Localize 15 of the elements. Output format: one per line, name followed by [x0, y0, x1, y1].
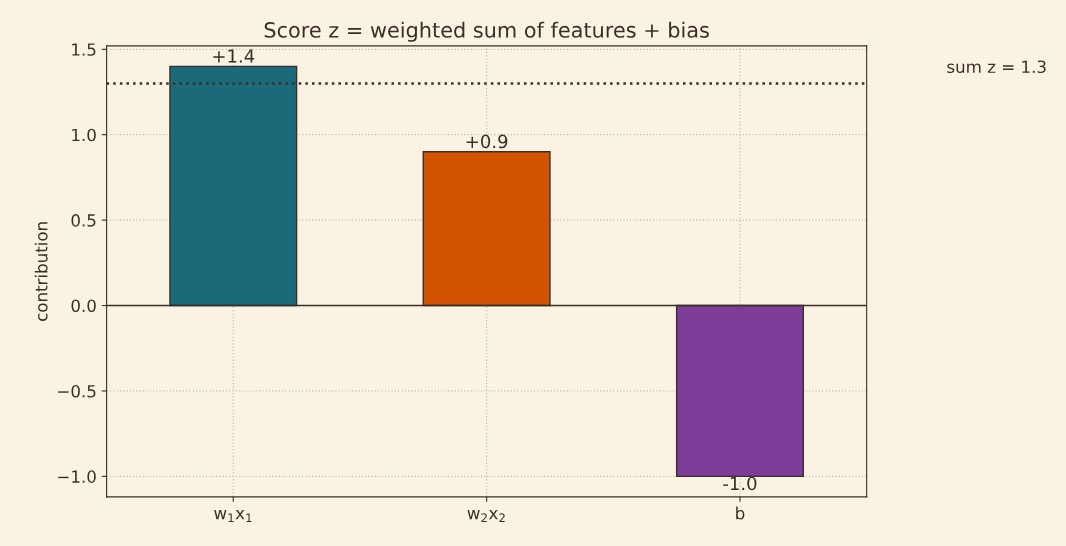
x-tick-label: b: [736, 506, 745, 520]
text: sum z = 1.3: [947, 60, 1046, 74]
y-axis-title: contribution: [34, 222, 48, 321]
x-tick-label: w$_{1}$x$_{1}$: [214, 510, 252, 522]
x-tick-label: w$_{2}$x$_{2}$: [467, 510, 505, 522]
y-tick-label: −1.0: [58, 470, 96, 483]
y-tick-label: −0.5: [58, 384, 96, 398]
chart-title: Score z = weighted sum of features + bias: [264, 21, 709, 42]
y-tick-label: 0.0: [71, 299, 96, 313]
data-label: -1.0: [723, 476, 757, 491]
y-tick-label: 1.0: [72, 128, 96, 142]
y-tick-label: 1.5: [72, 43, 96, 56]
data-label: +1.4: [213, 49, 255, 63]
y-tick-label: 0.5: [71, 214, 96, 227]
data-label: +0.9: [466, 134, 508, 149]
